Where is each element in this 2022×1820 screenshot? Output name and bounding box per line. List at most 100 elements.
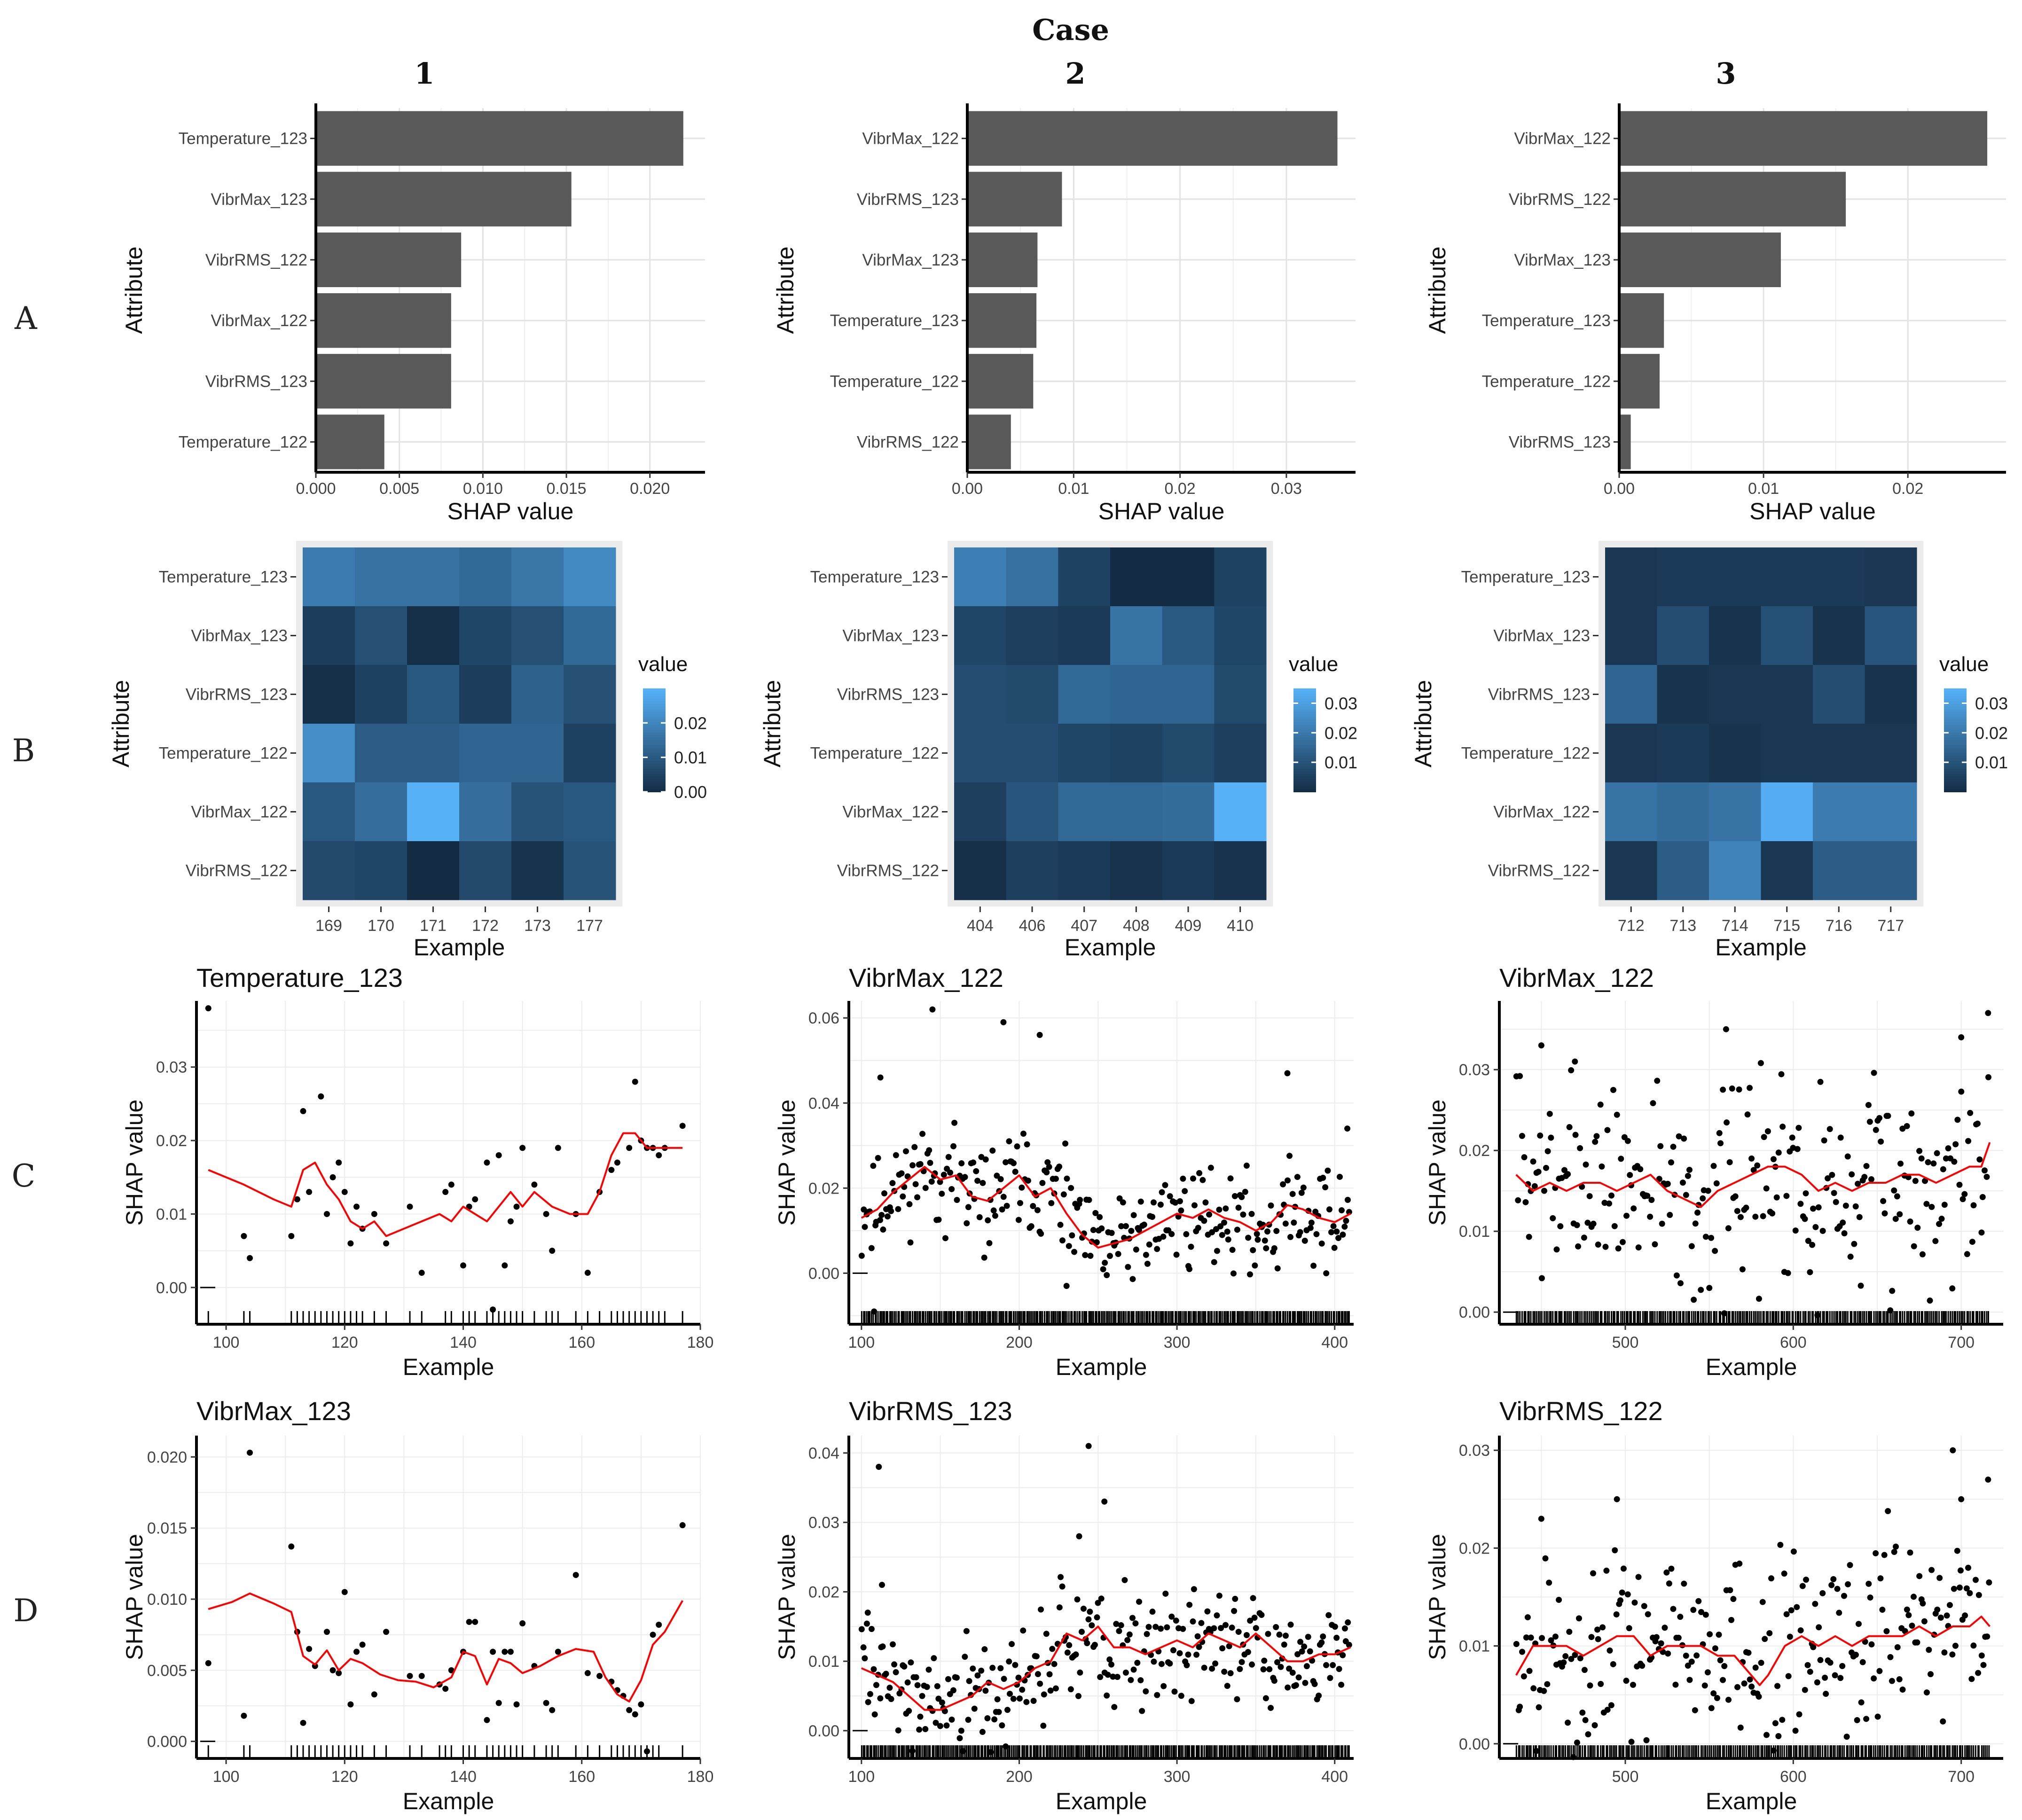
data-point [1675,1634,1682,1641]
x-tick-label: 140 [450,1334,477,1351]
data-point [1766,1630,1773,1636]
data-point [1277,1664,1284,1670]
legend-gradient-step [643,714,666,718]
y-tick-label: VibrRMS_123 [857,190,959,209]
data-point [1322,1184,1329,1191]
data-point [1619,1589,1625,1596]
legend-gradient-step [643,711,666,715]
data-point [1623,1678,1630,1684]
data-point [1128,1677,1134,1683]
data-point [1106,1253,1113,1259]
legend-gradient-step [1944,735,1967,738]
data-point [1940,1718,1946,1725]
data-point [906,1201,913,1208]
data-point [1294,1651,1301,1657]
data-point [1624,1591,1631,1598]
data-point [1178,1207,1184,1214]
data-point [1014,1143,1020,1150]
data-point [353,1203,360,1210]
data-point [1579,1710,1586,1716]
data-point [1918,1155,1925,1162]
data-point [1807,1669,1813,1675]
panel-title: Temperature_123 [196,963,403,992]
data-point [1116,1628,1122,1634]
data-point [1106,1656,1113,1663]
legend-gradient-step [643,758,666,761]
data-point [300,1108,306,1115]
data-point [1037,1680,1043,1687]
heat-cell-VibrRMS_122-407 [1058,841,1111,900]
data-point [935,1695,942,1702]
data-point [1941,1202,1948,1208]
data-point [502,1648,508,1655]
data-point [1243,1632,1250,1639]
data-point [1908,1110,1915,1117]
y-axis-title: Attribute [1424,246,1450,334]
data-point [864,1609,871,1616]
data-point [1794,1604,1800,1610]
x-tick-label: 160 [568,1768,595,1786]
data-point [1071,1249,1078,1255]
data-point [1297,1229,1303,1235]
data-point [1035,1671,1041,1678]
data-point [1814,1679,1820,1686]
data-point [495,1152,502,1158]
data-point [940,1172,947,1178]
data-point [1124,1637,1131,1643]
data-point [1667,1211,1673,1218]
data-point [1635,1244,1642,1251]
legend-gradient-step [1944,789,1967,792]
data-point [1172,1199,1179,1206]
legend-gradient-step [1944,704,1967,707]
heat-cell-VibrRMS_122-409 [1162,841,1215,900]
data-point [1620,1565,1627,1572]
data-point [999,1206,1005,1213]
panels: Temperature_123VibrMax_123VibrRMS_122Vib… [108,103,2008,1814]
data-point [1608,1192,1614,1199]
data-point [1331,1244,1338,1251]
data-point [555,1145,561,1151]
data-point [1748,1683,1755,1690]
bar-Temperature_122 [1619,354,1660,409]
data-point [1332,1624,1338,1630]
data-point [1883,1628,1890,1634]
data-point [1700,1195,1706,1202]
data-point [1335,1235,1342,1242]
data-point [1761,1134,1767,1140]
data-point [1336,1173,1343,1180]
data-point [1544,1681,1551,1687]
data-point [1004,1707,1011,1713]
legend-gradient-step [1293,735,1316,738]
data-point [306,1646,313,1652]
data-point [1130,1666,1137,1673]
data-point [1087,1609,1093,1615]
data-point [1745,1649,1752,1656]
bar-VibrMax_122 [316,293,451,348]
data-point [950,1143,957,1149]
heat-cell-Temperature_122-406 [1006,724,1058,783]
data-point [914,1194,921,1201]
data-point [1805,1238,1811,1244]
data-point [1892,1216,1899,1222]
data-point [1012,1662,1019,1668]
data-point [1046,1671,1053,1678]
data-point [1881,1210,1888,1217]
heat-cell-VibrMax_123-715 [1761,606,1813,665]
data-point [907,1239,914,1246]
data-point [1524,1614,1531,1621]
data-point [1234,1226,1240,1233]
legend-gradient-step [1944,727,1967,730]
data-point [1843,1734,1850,1740]
data-point [1025,1177,1031,1184]
data-point [1763,1732,1770,1738]
data-point [241,1712,247,1719]
data-point [1737,1724,1744,1731]
data-point [1932,1238,1939,1244]
heat-cell-VibrMax_123-712 [1605,606,1657,665]
data-point [1056,1604,1063,1611]
data-point [1541,1187,1547,1194]
data-point [1783,1193,1790,1199]
data-point [1613,1611,1620,1617]
data-point [1091,1641,1098,1648]
heat-cell-VibrRMS_123-712 [1605,665,1657,724]
